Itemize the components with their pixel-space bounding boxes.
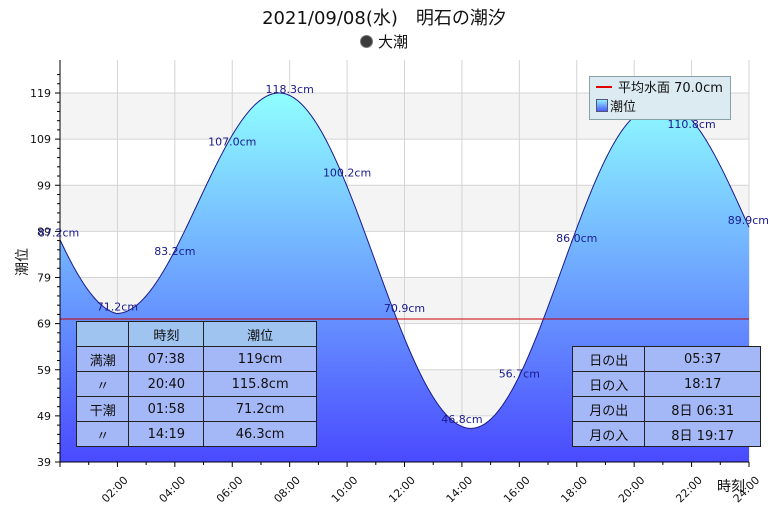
- x-tick-label: 12:00: [386, 474, 418, 506]
- x-tick-label: 04:00: [157, 474, 189, 506]
- table-row: 〃 20:40 115.8cm: [75, 371, 317, 397]
- table-header-cell: [75, 321, 130, 347]
- legend-tide-label: 潮位: [610, 100, 637, 115]
- x-tick-label: 22:00: [673, 474, 705, 506]
- y-tick-label: 99: [37, 179, 51, 192]
- table-cell: 14:19: [128, 421, 205, 447]
- table-cell: 115.8cm: [203, 371, 317, 397]
- y-tick-label: 119: [30, 87, 51, 100]
- sun-moon-table: 日の出 05:37 日の入 18:17 月の出 8日 06:31 月の入 8日 …: [571, 346, 761, 447]
- table-row: 日の出 05:37: [571, 346, 761, 372]
- table-cell: 〃: [75, 421, 130, 447]
- table-cell: 46.3cm: [203, 421, 317, 447]
- tide-extrema-table: 時刻 潮位 満潮 07:38 119cm 〃 20:40 115.8cm 干潮 …: [75, 321, 317, 447]
- table-cell: 01:58: [128, 396, 205, 422]
- legend-item-mean: 平均水面 70.0cm: [596, 81, 723, 97]
- table-cell: 〃: [75, 371, 130, 397]
- table-cell: 05:37: [644, 346, 761, 372]
- legend-item-tide: 潮位: [596, 99, 636, 115]
- legend: 平均水面 70.0cm 潮位: [589, 76, 731, 120]
- table-cell: 8日 06:31: [644, 396, 761, 422]
- chart-subtitle: 大潮: [0, 31, 768, 52]
- table-header-cell: 潮位: [203, 321, 317, 347]
- table-cell: 119cm: [203, 346, 317, 372]
- data-label: 100.2cm: [323, 167, 371, 180]
- data-label: 89.9cm: [728, 214, 768, 227]
- table-cell: 71.2cm: [203, 396, 317, 422]
- y-tick-label: 109: [30, 133, 51, 146]
- table-cell: 07:38: [128, 346, 205, 372]
- table-cell: 20:40: [128, 371, 205, 397]
- data-label: 110.8cm: [667, 118, 715, 131]
- table-row: 日の入 18:17: [571, 371, 761, 397]
- data-label: 86.0cm: [556, 232, 597, 245]
- y-axis-label: 潮位: [15, 248, 31, 276]
- x-tick-label: 18:00: [558, 474, 590, 506]
- y-tick-label: 79: [37, 272, 51, 285]
- table-row: 干潮 01:58 71.2cm: [75, 396, 317, 422]
- x-tick-label: 10:00: [329, 474, 361, 506]
- data-label: 83.2cm: [154, 245, 195, 258]
- legend-line-icon: [596, 86, 612, 88]
- y-tick-label: 69: [37, 318, 51, 331]
- y-tick-label: 59: [37, 364, 51, 377]
- y-tick-label: 49: [37, 410, 51, 423]
- axes: [55, 60, 750, 467]
- data-label: 118.3cm: [266, 83, 314, 96]
- x-tick-label: 08:00: [271, 474, 303, 506]
- table-header-cell: 時刻: [128, 321, 205, 347]
- x-tick-label: 16:00: [501, 474, 533, 506]
- table-row: 月の出 8日 06:31: [571, 396, 761, 422]
- x-tick-label: 02:00: [99, 474, 131, 506]
- table-cell: 月の出: [571, 396, 646, 422]
- table-row: 月の入 8日 19:17: [571, 421, 761, 447]
- table-header-row: 時刻 潮位: [75, 321, 317, 347]
- data-label: 70.9cm: [384, 302, 425, 315]
- y-tick-label: 39: [37, 456, 51, 469]
- x-tick-label: 14:00: [444, 474, 476, 506]
- table-cell: 18:17: [644, 371, 761, 397]
- table-cell: 日の出: [571, 346, 646, 372]
- data-label: 46.8cm: [441, 413, 482, 426]
- data-label: 107.0cm: [208, 135, 256, 148]
- table-row: 満潮 07:38 119cm: [75, 346, 317, 372]
- table-row: 〃 14:19 46.3cm: [75, 421, 317, 447]
- table-cell: 満潮: [75, 346, 130, 372]
- data-label: 87.2cm: [38, 227, 79, 240]
- data-label: 71.2cm: [97, 300, 138, 313]
- table-cell: 干潮: [75, 396, 130, 422]
- y-tick-label: 89: [37, 225, 51, 238]
- tide-type-label: 大潮: [377, 33, 408, 51]
- legend-area-icon: [596, 99, 608, 112]
- x-tick-label: 06:00: [214, 474, 246, 506]
- table-cell: 月の入: [571, 421, 646, 447]
- table-cell: 日の入: [571, 371, 646, 397]
- table-cell: 8日 19:17: [644, 421, 761, 447]
- chart-title: 2021/09/08(水) 明石の潮汐: [262, 8, 506, 29]
- legend-mean-label: 平均水面 70.0cm: [618, 81, 723, 96]
- x-axis-label: 時刻: [717, 479, 745, 495]
- data-label: 56.7cm: [499, 367, 540, 380]
- moon-phase-icon: [359, 35, 373, 48]
- x-tick-label: 20:00: [616, 474, 648, 506]
